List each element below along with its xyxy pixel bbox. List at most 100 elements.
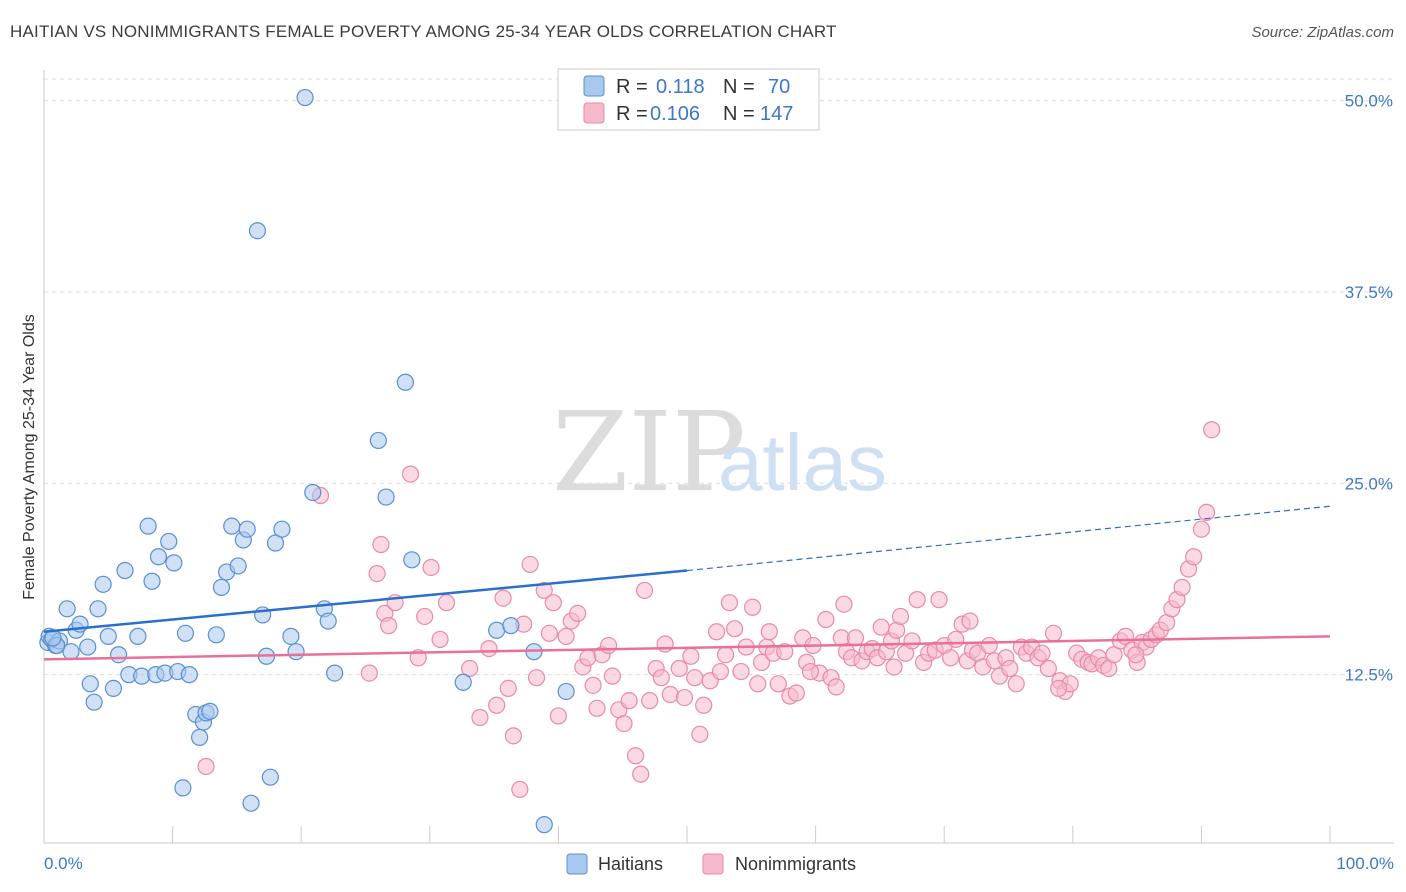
haitians-point	[58, 600, 76, 618]
haitians-point	[229, 557, 247, 575]
nonimmigrants-point	[527, 669, 546, 687]
nonimmigrants-point	[675, 688, 694, 707]
nonimmigrants-point	[827, 678, 845, 696]
nonimmigrants-point	[769, 675, 787, 693]
nonimmigrants-point	[588, 699, 606, 717]
haitians-point	[79, 638, 97, 656]
haitians-point	[396, 373, 414, 391]
nonimmigrants-point	[401, 465, 420, 483]
nonimmigrants-point	[360, 664, 378, 682]
nonimmigrants-point	[1001, 659, 1019, 678]
watermark: ZIP atlas	[552, 388, 887, 516]
nonimmigrants-point	[752, 653, 771, 671]
haitians-point	[557, 682, 575, 701]
nonimmigrants-point	[1105, 646, 1123, 664]
nonimmigrants-point	[686, 669, 704, 687]
nonimmigrants-point	[431, 630, 449, 649]
nonimmigrants-point	[1203, 421, 1221, 439]
y-tick-label: 12.5%	[1345, 666, 1393, 685]
haitians-point	[99, 627, 117, 645]
nonimmigrants-point	[569, 604, 587, 622]
nonimmigrants-point	[603, 667, 622, 685]
nonimmigrants-point	[661, 685, 679, 704]
haitians-point	[223, 517, 241, 535]
legend-n-value-nonimmigrants: 147	[760, 103, 793, 125]
nonimmigrants-point	[716, 646, 735, 664]
watermark-zip: ZIP	[552, 388, 746, 516]
nonimmigrants-point	[817, 610, 835, 629]
nonimmigrants-point	[947, 630, 965, 649]
nonimmigrants-point	[540, 624, 558, 642]
nonimmigrants-point	[416, 607, 434, 626]
nonimmigrants-point	[885, 658, 903, 676]
legend-n-label-haitians: N =	[723, 76, 755, 98]
nonimmigrants-point	[891, 607, 910, 626]
nonimmigrants-point	[760, 623, 778, 641]
haitians-point	[282, 627, 300, 645]
nonimmigrants-trend-line	[43, 635, 1331, 661]
haitians-point	[109, 646, 128, 664]
haitians-point	[176, 624, 195, 642]
haitians-point	[454, 673, 472, 691]
haitians-point	[377, 488, 395, 506]
legend-r-value-nonimmigrants: 0.106	[650, 103, 700, 125]
haitians-point	[133, 667, 151, 685]
haitians-point	[502, 617, 520, 635]
nonimmigrants-point	[511, 780, 529, 799]
nonimmigrants-point	[521, 555, 539, 574]
haitians-point	[149, 548, 168, 566]
nonimmigrants-point	[1127, 646, 1145, 664]
haitians-point	[369, 431, 387, 450]
haitians-point	[160, 532, 178, 551]
haitians-point	[201, 702, 219, 720]
haitians-point	[248, 222, 267, 240]
bottom-legend-label-nonimmigrants: Nonimmigrants	[735, 854, 856, 874]
y-tick-label: 37.5%	[1345, 283, 1393, 302]
nonimmigrants-point	[1039, 659, 1057, 678]
haitians-point	[139, 517, 157, 535]
nonimmigrants-point	[1050, 679, 1068, 698]
nonimmigrants-point	[626, 747, 645, 765]
nonimmigrants-point	[499, 679, 517, 698]
haitians-point	[180, 666, 198, 684]
nonimmigrants-point	[903, 632, 921, 650]
haitians-point	[488, 621, 506, 639]
nonimmigrants-point	[480, 640, 498, 658]
haitians-point	[116, 561, 134, 580]
haitians-point	[207, 626, 225, 644]
nonimmigrants-point	[691, 725, 709, 743]
nonimmigrants-point	[835, 595, 853, 613]
y-tick-labels: 12.5% 25.0% 37.5% 50.0%	[1345, 92, 1393, 685]
nonimmigrants-point	[422, 558, 440, 577]
nonimmigrants-point	[1192, 520, 1211, 538]
y-tick-label: 50.0%	[1345, 92, 1393, 111]
legend-r-value-haitians: 0.118	[656, 76, 705, 98]
bottom-legend-swatch-haitians	[566, 853, 588, 875]
nonimmigrants-point	[682, 647, 700, 665]
chart-title: HAITIAN VS NONIMMIGRANTS FEMALE POVERTY …	[10, 22, 837, 41]
nonimmigrants-point	[557, 627, 575, 645]
haitians-point	[535, 816, 553, 834]
nonimmigrants-point	[695, 696, 713, 714]
haitians-point	[242, 794, 260, 812]
nonimmigrants-point	[720, 594, 739, 612]
nonimmigrants-point	[1033, 644, 1051, 662]
nonimmigrants-point	[725, 620, 744, 638]
watermark-atlas: atlas	[718, 418, 887, 507]
haitians-point	[165, 554, 183, 572]
source-label: Source: ZipAtlas.com	[1251, 24, 1394, 41]
nonimmigrants-point	[535, 581, 553, 600]
nonimmigrants-point	[787, 684, 805, 702]
haitians-point	[94, 575, 112, 593]
nonimmigrants-point	[801, 662, 820, 681]
bottom-legend: Haitians Nonimmigrants	[566, 853, 856, 875]
haitians-point	[89, 600, 107, 618]
nonimmigrants-point	[197, 757, 215, 776]
nonimmigrants-point	[461, 659, 479, 678]
haitians-point	[143, 572, 161, 590]
haitians-point	[287, 643, 305, 661]
haitians-point	[266, 534, 285, 552]
x-tick-label-max: 100.0%	[1336, 854, 1394, 873]
haitians-point	[129, 627, 147, 645]
nonimmigrants-point	[652, 669, 670, 687]
